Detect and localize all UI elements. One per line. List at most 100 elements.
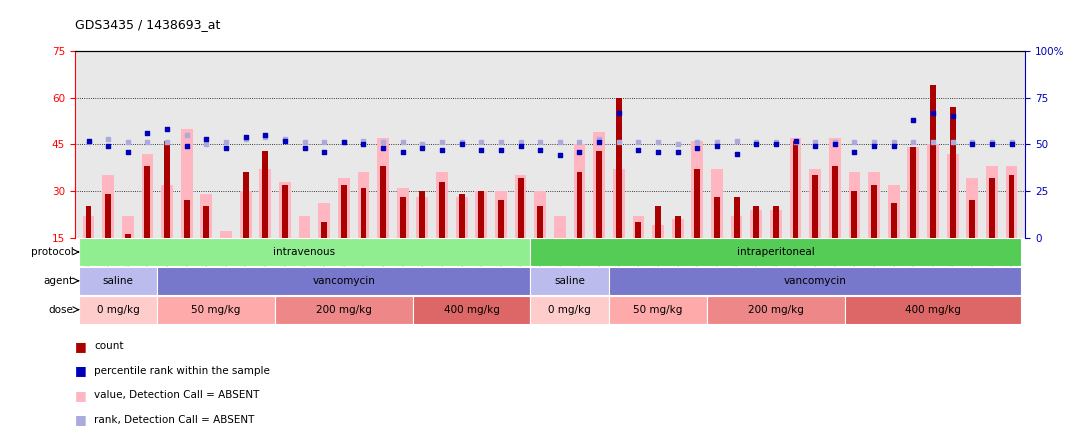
Point xyxy=(178,131,195,139)
Text: saline: saline xyxy=(103,276,134,286)
Bar xyxy=(164,141,170,238)
Bar xyxy=(380,166,386,238)
Point xyxy=(99,135,116,142)
Point xyxy=(984,141,1001,148)
Text: vancomycin: vancomycin xyxy=(784,276,847,286)
Text: ■: ■ xyxy=(75,364,87,377)
Bar xyxy=(358,172,370,238)
Point xyxy=(158,139,175,146)
Point xyxy=(473,139,490,146)
Text: 50 mg/kg: 50 mg/kg xyxy=(191,305,241,315)
Bar xyxy=(946,154,958,238)
Point xyxy=(316,148,333,155)
Bar xyxy=(554,216,566,238)
Bar xyxy=(596,151,602,238)
Bar xyxy=(399,197,406,238)
Point xyxy=(865,139,882,146)
Bar xyxy=(714,197,720,238)
Text: intraperitoneal: intraperitoneal xyxy=(737,247,815,257)
Point xyxy=(649,148,666,155)
Bar xyxy=(341,185,347,238)
Text: percentile rank within the sample: percentile rank within the sample xyxy=(94,366,270,376)
Bar xyxy=(707,296,845,324)
Bar xyxy=(498,200,504,238)
Bar xyxy=(672,219,684,238)
Point xyxy=(198,135,215,142)
Bar xyxy=(773,206,779,238)
Bar xyxy=(888,185,899,238)
Point xyxy=(237,135,254,142)
Point xyxy=(256,131,273,139)
Bar xyxy=(593,132,604,238)
Point xyxy=(846,139,863,146)
Bar xyxy=(82,216,94,238)
Bar xyxy=(711,169,723,238)
Point xyxy=(689,139,706,146)
Bar xyxy=(180,129,192,238)
Point xyxy=(218,139,235,146)
Bar xyxy=(691,141,703,238)
Bar xyxy=(845,296,1021,324)
Point xyxy=(670,141,687,148)
Bar xyxy=(318,203,330,238)
Bar xyxy=(577,172,582,238)
Bar xyxy=(753,206,759,238)
Point xyxy=(551,152,568,159)
Text: vancomycin: vancomycin xyxy=(312,276,375,286)
Bar xyxy=(397,188,409,238)
Bar xyxy=(106,194,111,238)
Point xyxy=(277,135,294,142)
Bar xyxy=(531,267,609,295)
Point xyxy=(1003,141,1020,148)
Text: 50 mg/kg: 50 mg/kg xyxy=(633,305,682,315)
Bar xyxy=(810,169,821,238)
Bar xyxy=(616,98,622,238)
Bar xyxy=(849,172,861,238)
Point xyxy=(551,139,568,146)
Bar xyxy=(439,182,445,238)
Bar xyxy=(79,267,157,295)
Bar xyxy=(613,169,625,238)
Bar xyxy=(908,147,920,238)
Point xyxy=(413,141,430,148)
Bar xyxy=(79,296,157,324)
Bar xyxy=(157,267,531,295)
Bar xyxy=(989,178,994,238)
Point xyxy=(610,139,627,146)
Point xyxy=(1003,139,1020,146)
Text: saline: saline xyxy=(554,276,585,286)
Bar xyxy=(792,141,799,238)
Bar xyxy=(694,169,701,238)
Point xyxy=(846,148,863,155)
Point xyxy=(865,143,882,150)
Bar xyxy=(949,107,956,238)
Text: ■: ■ xyxy=(75,413,87,426)
Text: intravenous: intravenous xyxy=(273,247,335,257)
Text: 400 mg/kg: 400 mg/kg xyxy=(905,305,961,315)
Point xyxy=(787,137,804,144)
Point xyxy=(649,139,666,146)
Point xyxy=(512,139,529,146)
Text: value, Detection Call = ABSENT: value, Detection Call = ABSENT xyxy=(94,390,260,400)
Point xyxy=(296,144,313,151)
Bar xyxy=(157,296,276,324)
Bar xyxy=(412,296,531,324)
Point xyxy=(198,141,215,148)
Bar xyxy=(201,194,213,238)
Point xyxy=(806,139,823,146)
Point xyxy=(610,109,627,116)
Point xyxy=(728,137,745,144)
Point xyxy=(158,126,175,133)
Bar xyxy=(635,222,642,238)
Bar xyxy=(812,175,818,238)
Bar xyxy=(653,225,664,238)
Point xyxy=(277,137,294,144)
Point xyxy=(139,139,156,146)
Point xyxy=(630,139,647,146)
Point xyxy=(453,139,470,146)
Bar xyxy=(930,85,936,238)
Bar xyxy=(420,191,425,238)
Point xyxy=(355,137,372,144)
Point xyxy=(925,109,942,116)
Text: dose: dose xyxy=(49,305,74,315)
